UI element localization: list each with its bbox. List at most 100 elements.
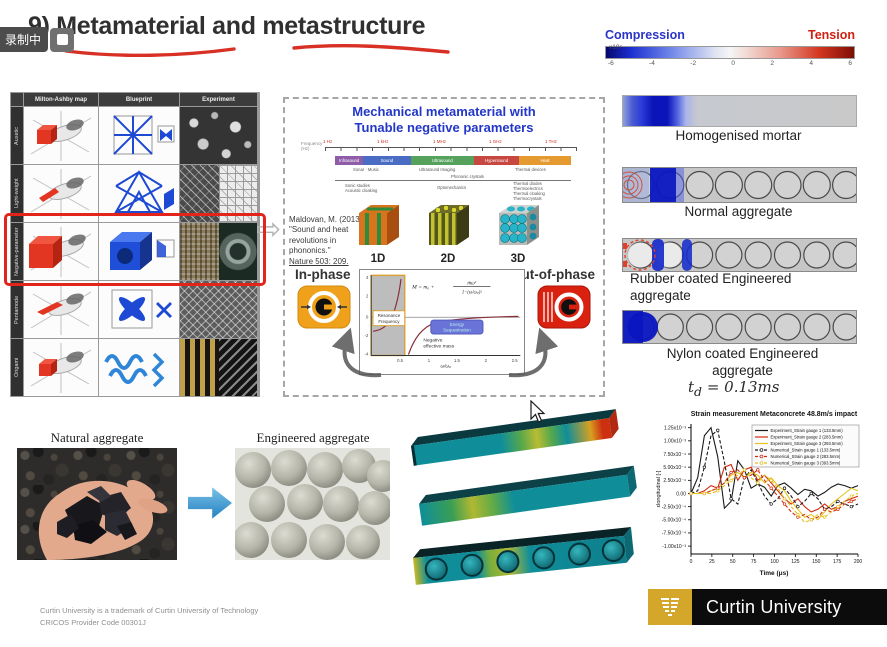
blueprint-cell <box>99 339 179 396</box>
experiment-cell <box>180 107 257 164</box>
ashby-map-sketch <box>28 226 91 277</box>
strip-label: Normal aggregate <box>684 204 793 219</box>
blueprint-cell <box>99 165 179 222</box>
stop-recording-button[interactable] <box>50 27 75 52</box>
svg-text:4: 4 <box>366 275 369 280</box>
svg-text:200: 200 <box>854 559 863 565</box>
row-label-origami: Origami <box>11 339 23 396</box>
map-cell <box>24 223 98 280</box>
graph-x-axis-label: ω/ω₀ <box>440 364 451 369</box>
figure-title-line2: Tunable negative parameters <box>354 120 534 135</box>
svg-text:1.5: 1.5 <box>454 358 460 363</box>
mouse-cursor <box>530 400 546 423</box>
svg-text:125: 125 <box>791 559 800 565</box>
out-of-phase-label: Out-of-phase <box>511 267 595 282</box>
band-heat: Heat <box>519 156 571 165</box>
title-red-underlines <box>64 44 450 58</box>
frequency-axis-label: Frequency (Hz) <box>301 141 323 152</box>
svg-text:-4: -4 <box>365 351 369 356</box>
svg-text:Sequestration: Sequestration <box>443 328 471 333</box>
octet-truss-sketch <box>114 169 174 213</box>
sphere-aggregates <box>235 449 390 560</box>
svg-text:1.25x10⁻³: 1.25x10⁻³ <box>664 425 686 431</box>
natural-aggregate-photo <box>17 448 177 560</box>
lattice-grid-photo <box>218 165 257 222</box>
lattice-photo <box>180 165 219 222</box>
3d-sphere-cube <box>499 205 539 245</box>
2d-cylinder-cube <box>429 205 469 245</box>
ashby-map-sketch <box>30 110 91 161</box>
svg-text:100: 100 <box>770 559 779 565</box>
column-header-blueprint: Blueprint <box>99 93 179 106</box>
strip-label: Nylon coated Engineered <box>666 346 819 361</box>
column-header-experiment: Experiment <box>180 93 257 106</box>
svg-text:2.5: 2.5 <box>512 358 518 363</box>
blueprint-cell <box>99 281 179 338</box>
in-phase-resonator-icon <box>297 285 351 329</box>
nylon-coated-strip <box>622 310 857 344</box>
svg-text:Resonance: Resonance <box>378 313 401 318</box>
svg-text:25: 25 <box>709 559 715 565</box>
svg-text:0.5: 0.5 <box>397 358 403 363</box>
transform-arrow-icon <box>188 487 232 519</box>
woven-block-photo <box>180 223 219 280</box>
svg-text:Energy: Energy <box>450 322 465 327</box>
svg-text:m̄ω²: m̄ω² <box>467 281 476 287</box>
svg-text:0: 0 <box>366 315 369 320</box>
auxetic-truss-sketch <box>113 114 175 155</box>
natural-aggregate-label: Natural aggregate <box>50 430 144 445</box>
svg-text:-7.50x10⁻⁴: -7.50x10⁻⁴ <box>662 531 686 537</box>
experiment-cell <box>180 223 257 280</box>
homogenised-mortar-strip <box>622 95 857 127</box>
origami-tube-photo <box>180 339 219 396</box>
recording-indicator: 录制中 <box>0 27 75 52</box>
label-1d: 1D <box>370 253 386 265</box>
formula-prefix: M = m₀ + <box>411 284 435 290</box>
ashby-map-sketch <box>30 342 91 393</box>
svg-text:Experiment_Strain gauge 2 (283: Experiment_Strain gauge 2 (283.5mm) <box>771 435 844 440</box>
maldovan-citation: Maldovan, M. (2013). "Sound and heat rev… <box>289 215 365 266</box>
1d-laminate-cube <box>359 205 399 245</box>
effective-mass-graph: 4 2 0 -2 -4 0.5 1 1.5 2 2.5 ω/ω₀ M = m₀ … <box>359 269 525 375</box>
coated-sphere-section-photo <box>218 223 257 280</box>
svg-text:150: 150 <box>812 559 821 565</box>
beam-solid <box>411 409 619 466</box>
curtin-shield-icon <box>648 589 692 625</box>
ashby-map-sketch <box>30 168 91 219</box>
svg-text:5.00x10⁻⁴: 5.00x10⁻⁴ <box>663 465 686 471</box>
svg-text:Strain measurement Metaconcret: Strain measurement Metaconcrete 48.8m/s … <box>691 411 858 418</box>
tension-label: Tension <box>808 28 855 42</box>
strain-chart: 0 25 50 75 100 125 150 175 200 1.25x10⁻³ 1.00x10⁻³… <box>653 404 885 592</box>
svg-text:175: 175 <box>833 559 842 565</box>
svg-text:Frequency: Frequency <box>378 319 400 324</box>
svg-text:Time (μs): Time (μs) <box>760 570 789 577</box>
column-header-milton-ashby: Milton-Ashby map <box>24 93 98 106</box>
map-cell <box>24 339 98 396</box>
experiment-cell <box>180 165 257 222</box>
engineered-aggregate-label: Engineered aggregate <box>256 430 370 445</box>
band-ultrasound: Ultrasound <box>410 156 475 165</box>
pentamode-blades-sketch <box>111 289 172 328</box>
svg-text:-2.50x10⁻⁴: -2.50x10⁻⁴ <box>662 504 686 510</box>
band-hypersound: Hypersound <box>474 156 520 165</box>
map-cell <box>24 165 98 222</box>
row-label-auxetic: Auxetic <box>11 107 23 164</box>
svg-text:-2: -2 <box>365 333 369 338</box>
svg-text:Numerical_Strain gauge 3 (393.: Numerical_Strain gauge 3 (393.5mm) <box>771 461 841 466</box>
in-phase-label: In-phase <box>295 267 351 282</box>
stop-icon <box>56 34 68 45</box>
strip-label: Rubber coated Engineered <box>630 271 792 286</box>
experiment-cell <box>180 339 257 396</box>
band-infrasound: Infrasound <box>335 156 364 165</box>
svg-text:Experiment_Strain gauge 3 (393: Experiment_Strain gauge 3 (393.5mm) <box>771 441 844 446</box>
map-cell <box>24 281 98 338</box>
map-cell <box>24 107 98 164</box>
rubber-coated-strip <box>622 238 857 272</box>
svg-text:2: 2 <box>485 358 488 363</box>
beam-metaconcrete <box>413 527 634 585</box>
svg-text:Negative: Negative <box>423 338 442 344</box>
trademark-footer: Curtin University is a trademark of Curt… <box>40 606 259 627</box>
negative-parameter-highlight-box <box>4 213 266 286</box>
pentamode-micrograph <box>180 281 257 338</box>
